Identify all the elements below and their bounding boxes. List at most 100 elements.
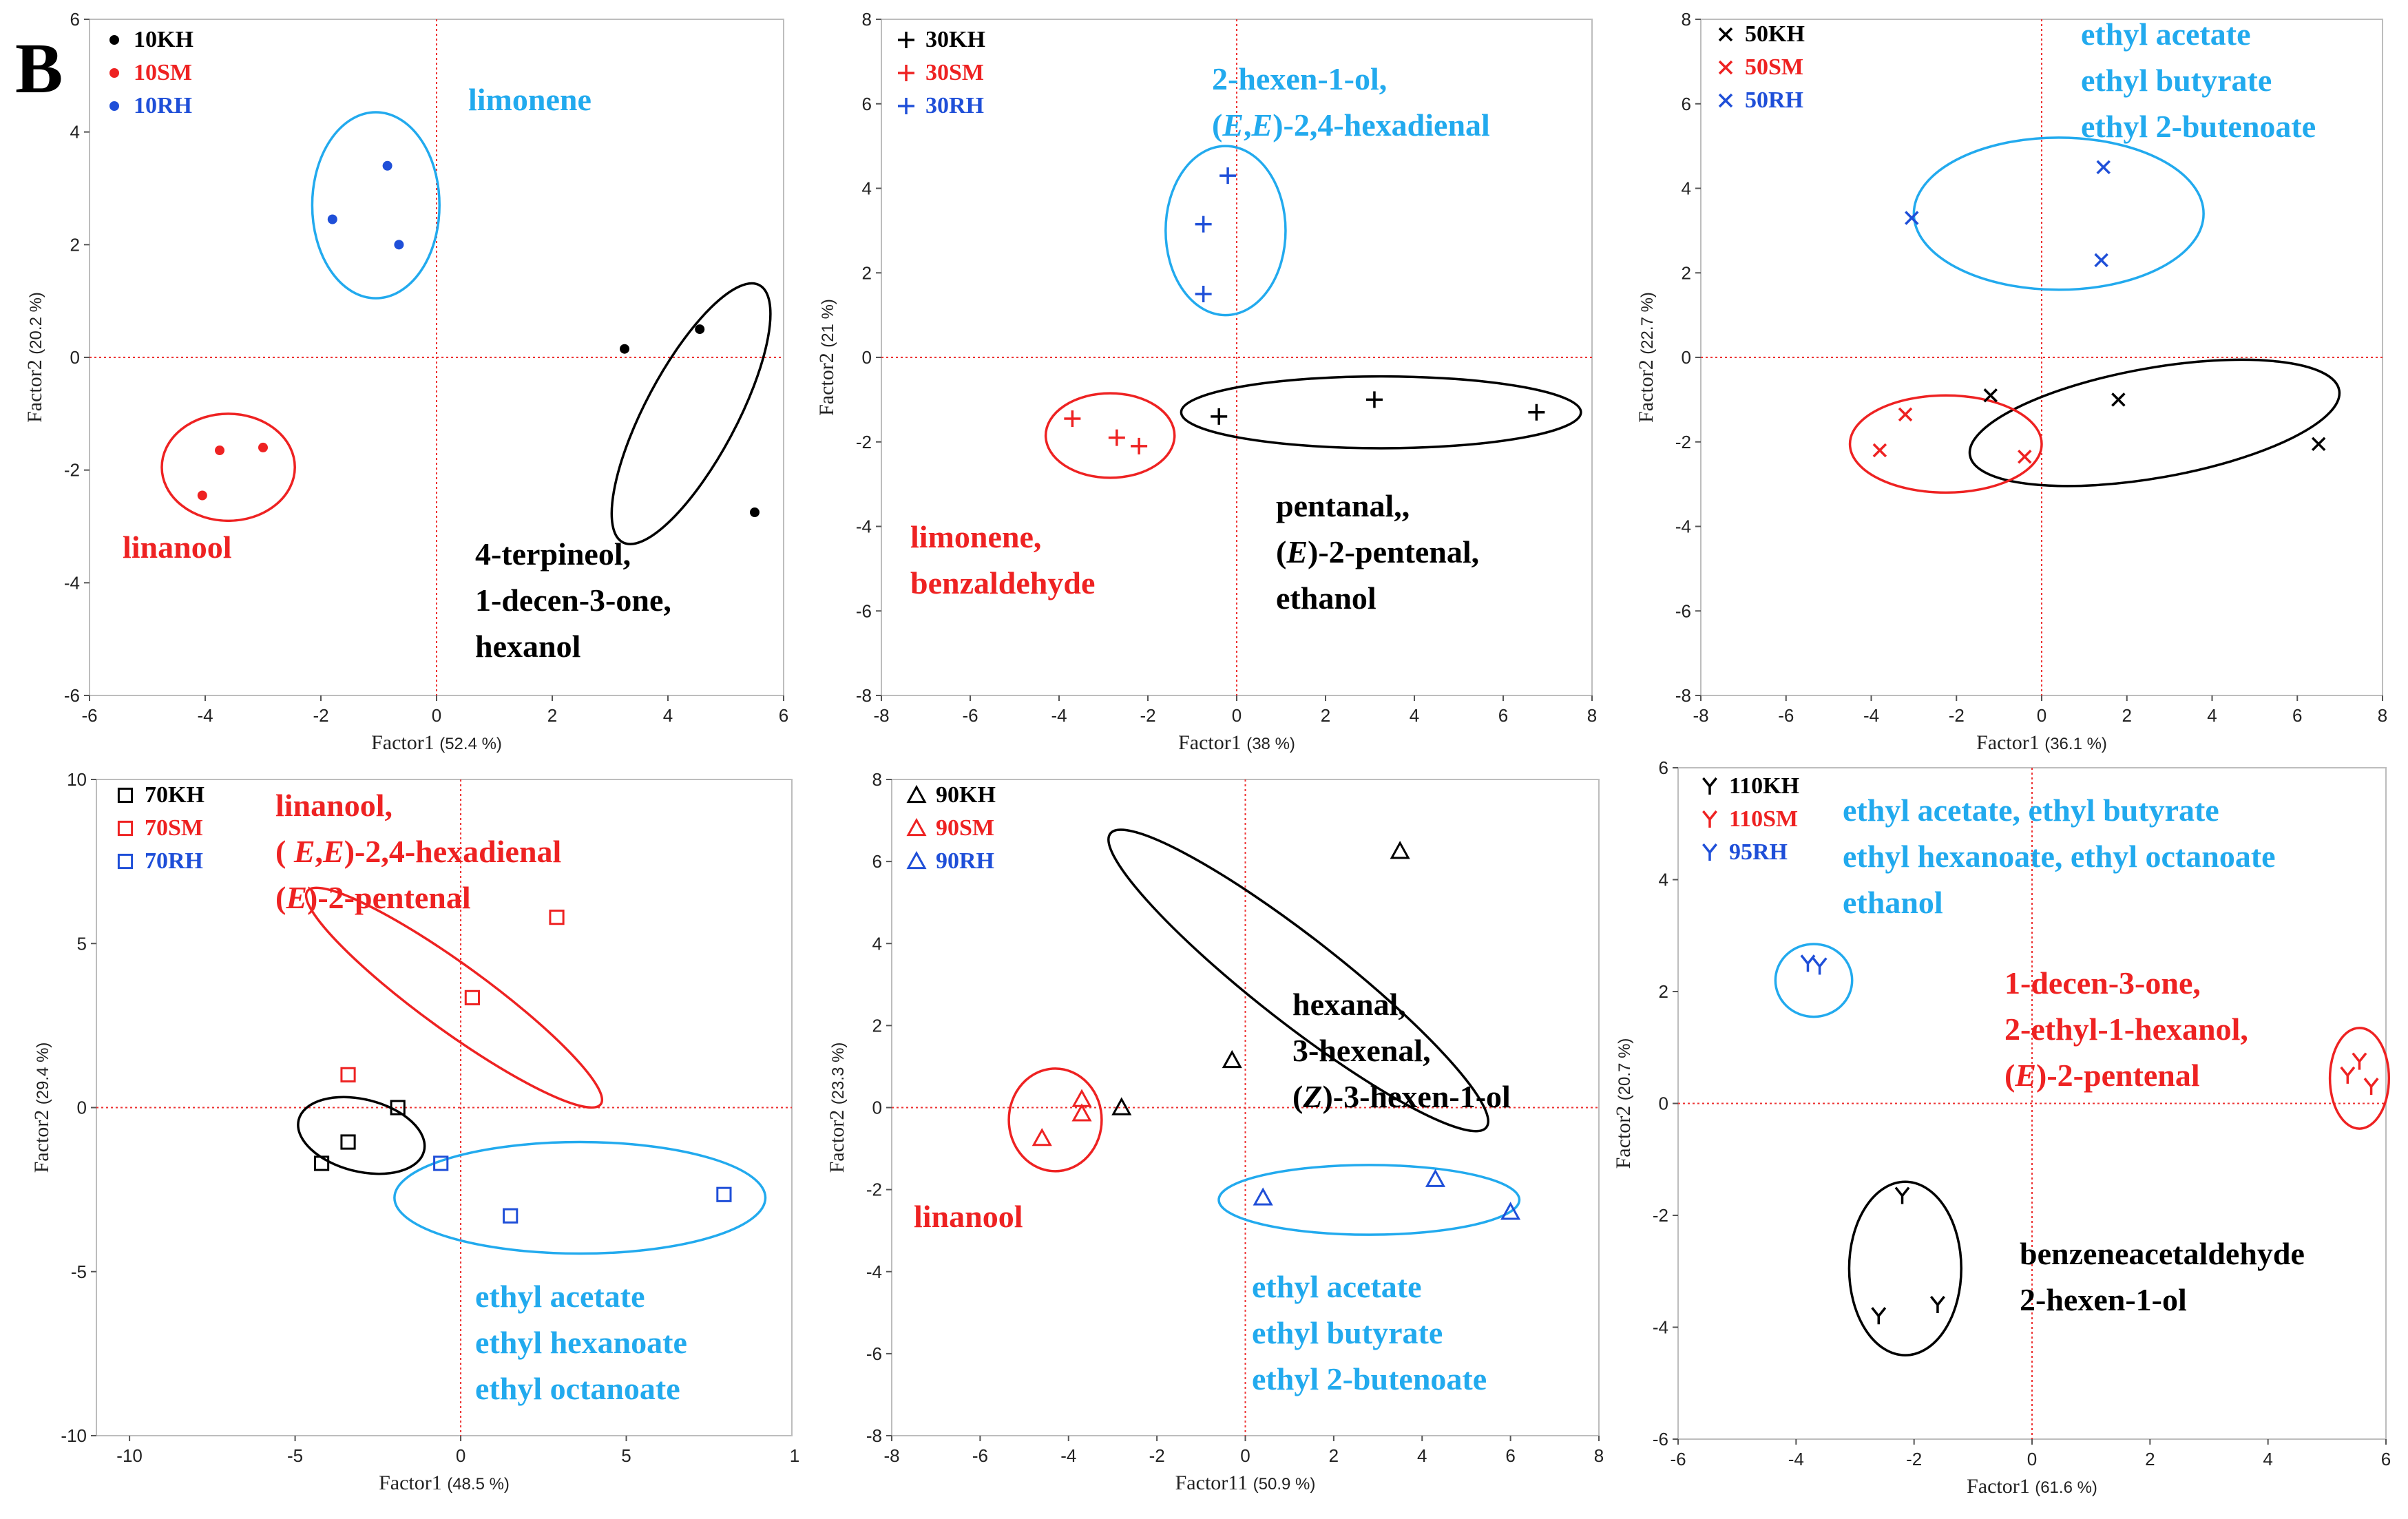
x-tick-label: 0: [456, 1445, 465, 1466]
legend-marker-110KH: [1702, 777, 1717, 795]
legend-label: 30KH: [925, 27, 985, 52]
data-point-50RH: [2094, 253, 2108, 268]
annotation-line: (E)-2-pentenal,: [1276, 534, 1479, 569]
x-axis-label: Factor1 (61.6 %): [1967, 1475, 2097, 1498]
y-tick-label: 5: [77, 933, 87, 954]
x-tick-label: -10: [116, 1445, 143, 1466]
data-point-10KH: [620, 344, 629, 354]
y-tick-label: -2: [64, 460, 80, 481]
data-point-110SM: [2363, 1078, 2379, 1096]
annotation-line: 2-ethyl-1-hexanol,: [2004, 1012, 2248, 1047]
legend-marker-110SM: [1702, 810, 1717, 828]
cluster-ellipse: [1107, 828, 1489, 1133]
y-tick-label: -2: [1675, 432, 1691, 452]
annotation-line: ethyl acetate, ethyl butyrate: [1843, 793, 2219, 828]
legend-label: 50SM: [1745, 54, 1803, 80]
y-tick-label: 0: [1659, 1093, 1668, 1114]
annotation-line: ethyl acetate: [1252, 1269, 1422, 1304]
x-tick-label: 8: [1594, 1445, 1604, 1466]
chart-p110: -6 -4 -2 0 2 4 6 -6 -4 -2 0 2 4 6 Factor1 (61.6 %) Fact…: [1612, 757, 2391, 1498]
x-tick-label: -4: [1051, 705, 1067, 726]
y-tick-label: -4: [64, 572, 80, 593]
y-tick-label: 8: [872, 769, 882, 790]
x-tick-label: -2: [313, 705, 328, 726]
data-point-50RH: [1905, 211, 1919, 225]
data-point-110SM: [2352, 1052, 2367, 1070]
x-tick-label: 0: [1232, 705, 1242, 726]
x-tick-label: -2: [1906, 1449, 1922, 1469]
annotation-line: hexanal,: [1292, 987, 1406, 1022]
y-tick-label: 6: [872, 851, 882, 872]
legend-label: 90SM: [936, 815, 994, 841]
chart-p10: -6 -4 -2 0 2 4 6 -6 -4 -2 0 2 4 6 Factor1 (52.4 %) Fact…: [23, 9, 788, 754]
legend-marker-50RH: [1718, 93, 1733, 108]
y-tick-label: -2: [1653, 1205, 1668, 1226]
data-point-50RH: [2096, 160, 2111, 175]
x-tick-label: -6: [1670, 1449, 1686, 1469]
x-axis-label: Factor1 (52.4 %): [371, 731, 502, 754]
data-point-90KH: [1111, 1097, 1132, 1115]
cluster-ellipse: [610, 282, 772, 545]
x-tick-label: -4: [1788, 1449, 1804, 1469]
legend-marker-10SM: [109, 68, 119, 78]
cluster-ellipse: [1847, 1180, 1962, 1356]
data-point-10KH: [695, 324, 705, 335]
x-tick-label: -8: [883, 1445, 899, 1466]
data-point-90SM: [1032, 1128, 1052, 1146]
annotation-line: ethyl hexanoate, ethyl octanoate: [1843, 839, 2276, 874]
data-point-70KH: [313, 1155, 330, 1171]
y-tick-label: 2: [1682, 262, 1691, 283]
y-tick-label: -6: [64, 685, 80, 706]
y-tick-label: -5: [71, 1261, 87, 1282]
y-tick-label: -6: [856, 600, 872, 621]
legend-marker-95RH: [1702, 843, 1717, 861]
y-tick-label: 2: [1659, 981, 1668, 1002]
y-tick-label: 6: [1659, 757, 1668, 778]
annotation-line: (E)-2-pentenal: [275, 880, 471, 915]
legend-marker-70SM: [117, 820, 134, 837]
data-point-50KH: [2311, 437, 2326, 452]
y-tick-label: 4: [1659, 870, 1668, 890]
data-point-110KH: [1894, 1186, 1910, 1204]
panel-label: B: [15, 29, 63, 108]
cluster-ellipse: [297, 1096, 426, 1175]
legend-marker-50SM: [1718, 60, 1733, 75]
annotation-line: ethyl 2-butenoate: [1252, 1361, 1487, 1396]
annotation-line: (Z)-3-hexen-1-ol: [1292, 1079, 1511, 1114]
cluster-ellipse: [1848, 394, 2043, 494]
annotation-line: benzeneacetaldehyde: [2020, 1236, 2305, 1271]
data-point-30RH: [1219, 167, 1237, 185]
annotation-line: benzaldehyde: [910, 565, 1095, 600]
x-tick-label: 4: [1417, 1445, 1427, 1466]
y-tick-label: 4: [872, 933, 882, 954]
cluster-ellipse: [1217, 1164, 1521, 1236]
data-point-70RH: [716, 1186, 732, 1202]
data-point-90RH: [1500, 1202, 1521, 1220]
chart-p70: -10 -5 0 5 1 -10 -5 0 5 10 Factor1 (48.5 %) Factor2…: [30, 769, 799, 1494]
annotation-line: 2-hexen-1-ol: [2020, 1282, 2187, 1317]
data-point-50SM: [2018, 449, 2032, 464]
y-tick-label: -4: [1653, 1317, 1668, 1338]
y-axis-label: Factor2 (20.7 %): [1612, 1038, 1635, 1169]
annotation-line: 2-hexen-1-ol,: [1212, 61, 1387, 96]
data-point-90SM: [1071, 1089, 1092, 1107]
y-tick-label: -6: [866, 1343, 882, 1364]
annotation-line: ( E,E)-2,4-hexadienal: [275, 834, 561, 869]
cluster-ellipse: [160, 412, 296, 523]
data-point-30SM: [1131, 437, 1148, 454]
data-point-90RH: [1425, 1169, 1446, 1187]
x-tick-label: -6: [972, 1445, 988, 1466]
x-tick-label: 0: [1240, 1445, 1250, 1466]
y-tick-label: -4: [856, 516, 872, 537]
data-point-50SM: [1872, 443, 1887, 458]
x-tick-label: 6: [779, 705, 788, 726]
x-axis-label: Factor1 (38 %): [1178, 731, 1295, 754]
x-tick-label: -4: [1060, 1445, 1076, 1466]
cluster-ellipse: [1164, 145, 1287, 317]
cluster-ellipse: [311, 111, 441, 300]
data-point-70RH: [503, 1208, 519, 1224]
annotation-line: ethanol: [1276, 580, 1376, 616]
x-tick-label: -8: [873, 705, 889, 726]
legend-label: 70KH: [145, 782, 205, 808]
cluster-ellipse: [1007, 1067, 1103, 1173]
